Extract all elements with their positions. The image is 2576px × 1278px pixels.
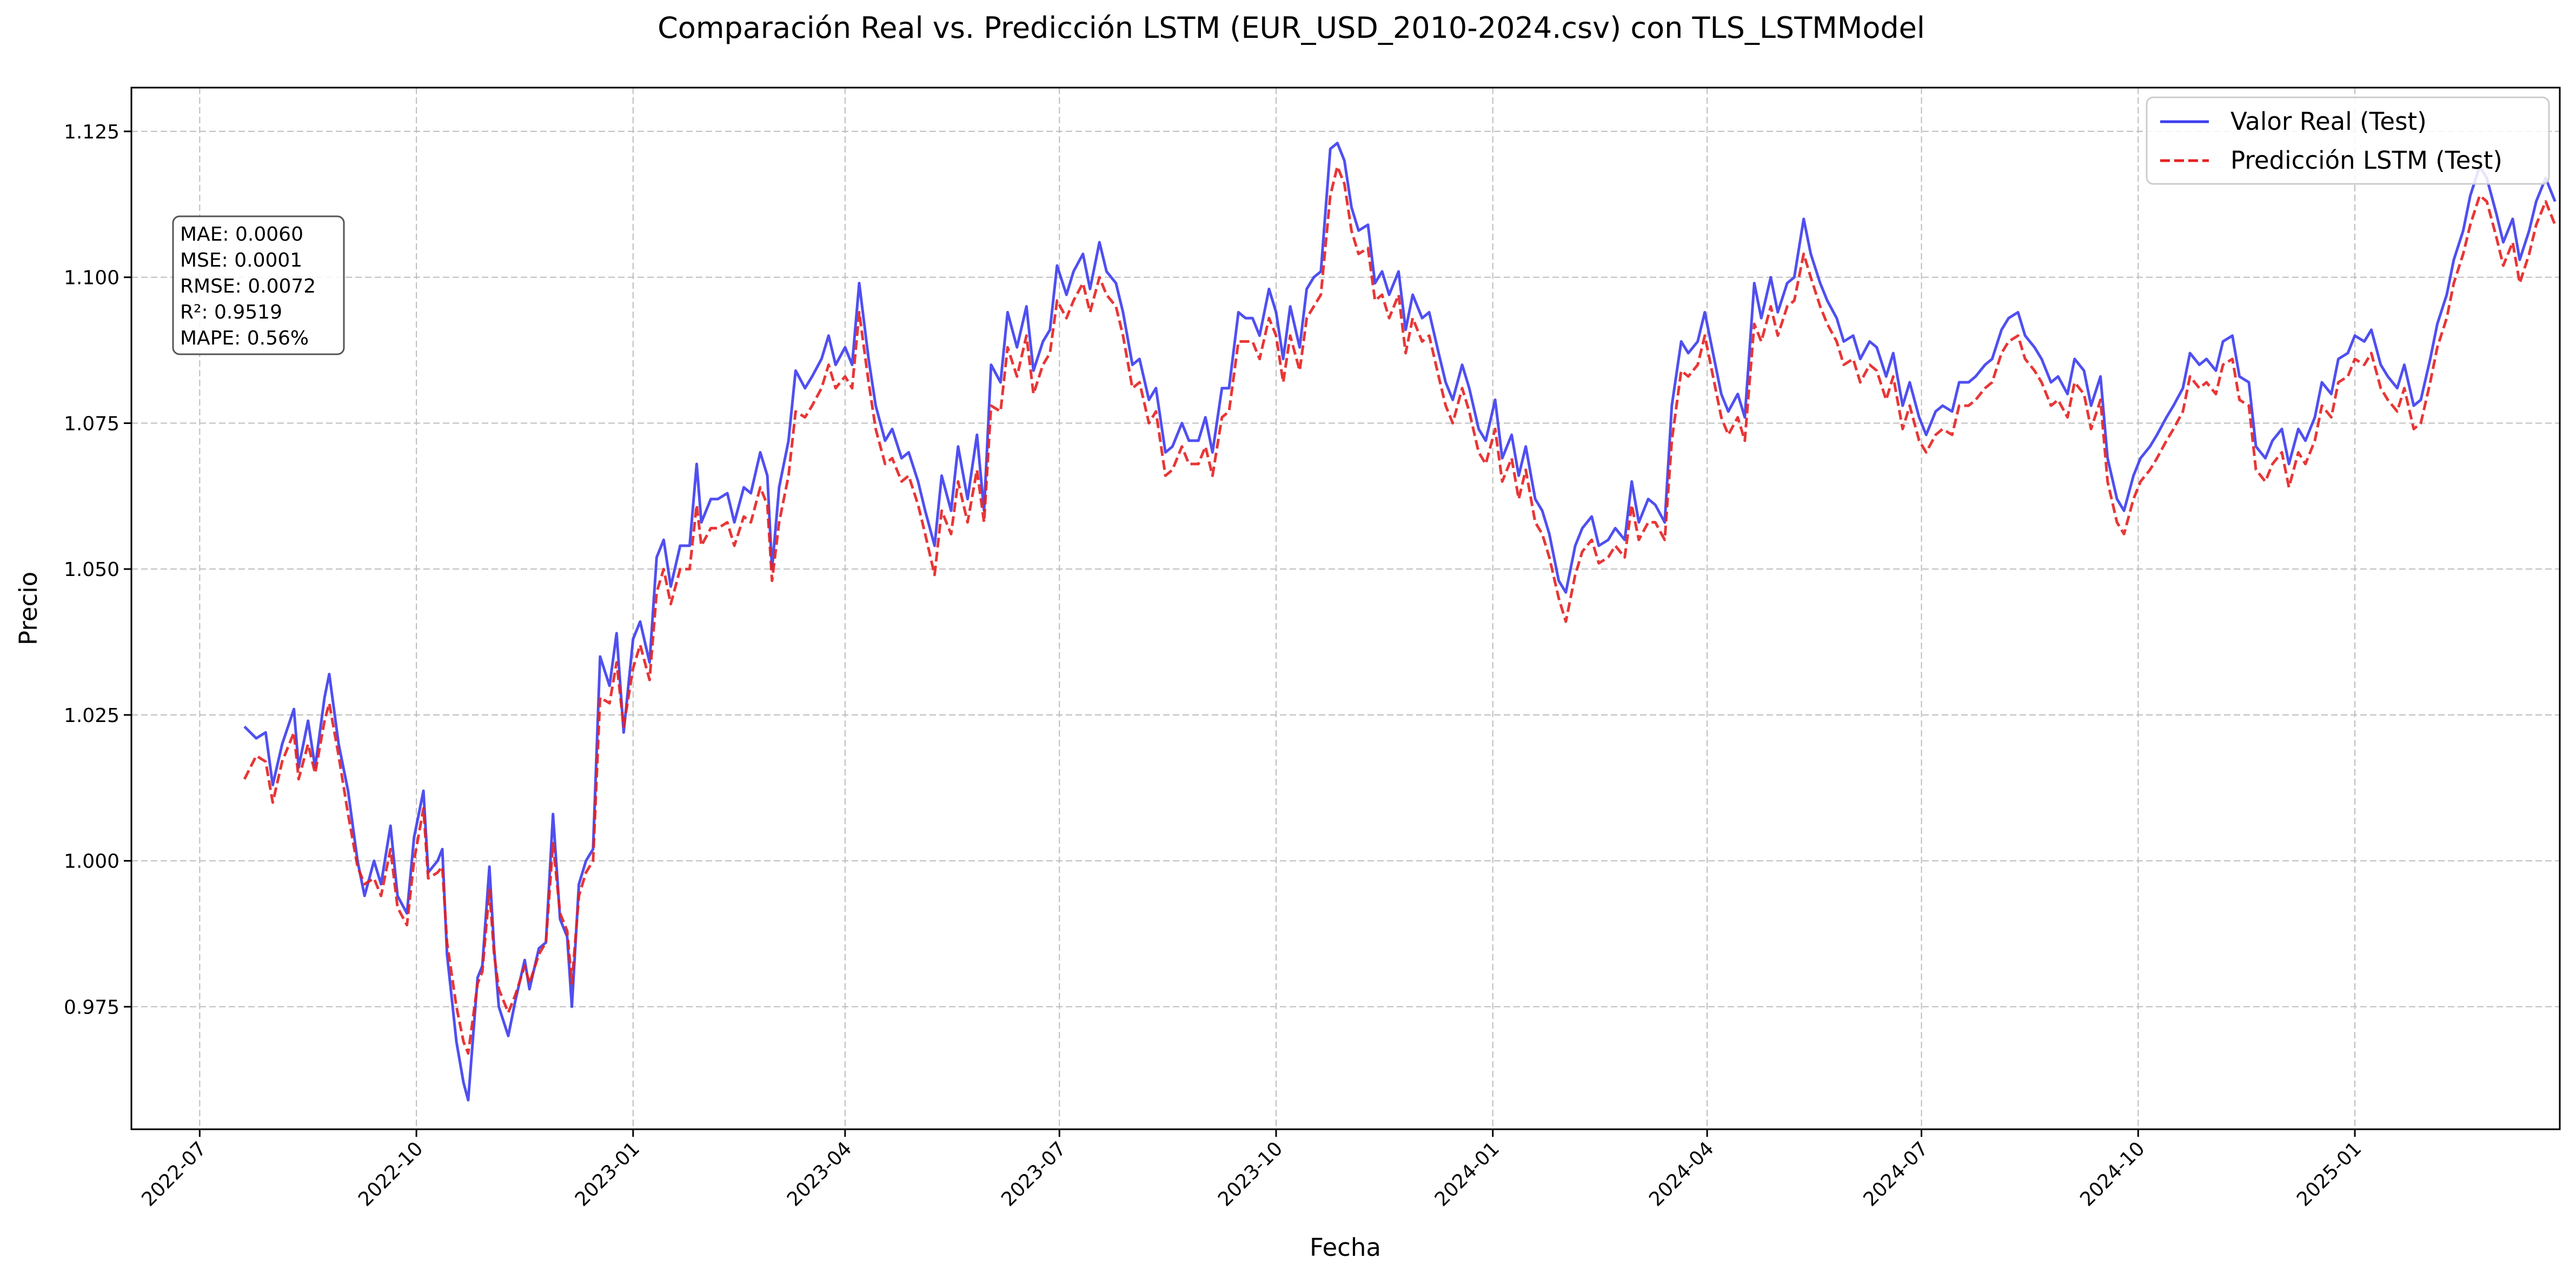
y-tick-label: 1.125 <box>64 121 119 143</box>
y-tick-label: 1.025 <box>64 705 119 727</box>
chart-title: Comparación Real vs. Predicción LSTM (EU… <box>658 11 1925 45</box>
metrics-box: MAE: 0.0060 MSE: 0.0001 RMSE: 0.0072 R²:… <box>172 215 345 355</box>
y-tick-label: 1.000 <box>64 851 119 873</box>
y-tick-label: 0.975 <box>64 996 119 1018</box>
legend-label-pred: Predicción LSTM (Test) <box>2230 146 2502 175</box>
grid <box>131 88 2560 1129</box>
plot-area <box>243 142 2557 1102</box>
metric-mape: MAPE: 0.56% <box>180 327 309 349</box>
y-axis: 0.975 1.000 1.025 1.050 1.075 1.100 1.125 <box>64 121 131 1018</box>
series-line-prediction <box>243 165 2557 1055</box>
legend-label-real: Valor Real (Test) <box>2230 107 2427 136</box>
metric-r2: R²: 0.9519 <box>180 301 282 323</box>
y-tick-label: 1.075 <box>64 413 119 435</box>
series-line-real <box>243 142 2557 1102</box>
legend: Valor Real (Test) Predicción LSTM (Test) <box>2146 96 2550 185</box>
metric-mse: MSE: 0.0001 <box>180 249 302 272</box>
plot-frame <box>130 87 2561 1130</box>
y-axis-title: Precio <box>14 572 43 645</box>
y-tick-label: 1.050 <box>64 559 119 581</box>
metric-rmse: RMSE: 0.0072 <box>180 275 316 297</box>
metric-mae: MAE: 0.0060 <box>180 223 303 246</box>
y-tick-label: 1.100 <box>64 267 119 289</box>
x-axis-title: Fecha <box>1310 1233 1381 1262</box>
